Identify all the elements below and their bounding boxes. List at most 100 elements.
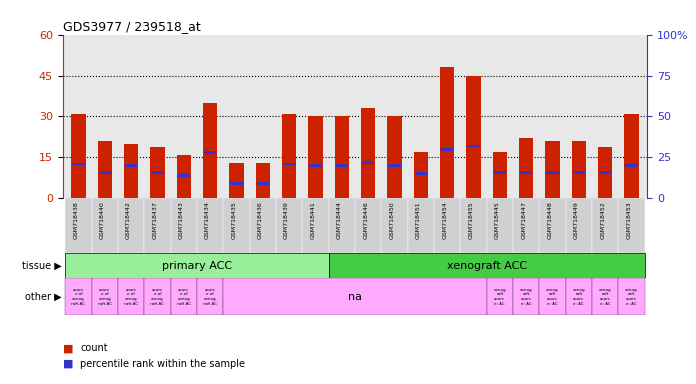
Bar: [124, 144, 139, 199]
Text: primary ACC: primary ACC: [162, 261, 232, 271]
Bar: [520, 171, 532, 174]
Bar: [255, 163, 270, 199]
Bar: [99, 171, 111, 174]
Bar: [434, 199, 460, 253]
Bar: [125, 164, 137, 167]
Bar: [415, 172, 427, 175]
Text: GSM718437: GSM718437: [152, 201, 157, 239]
Bar: [361, 108, 375, 199]
Text: ■: ■: [63, 359, 73, 369]
Text: sourc
e of
xenog
raft AC: sourc e of xenog raft AC: [97, 288, 112, 306]
Text: tissue ▶: tissue ▶: [22, 261, 61, 271]
Bar: [618, 199, 644, 253]
Bar: [309, 164, 322, 167]
Bar: [513, 278, 539, 315]
Text: xenog
raft
sourc
e: AC: xenog raft sourc e: AC: [520, 288, 532, 306]
Bar: [487, 199, 513, 253]
Bar: [413, 152, 428, 199]
Bar: [71, 114, 86, 199]
Bar: [599, 171, 611, 174]
Text: GSM718445: GSM718445: [495, 201, 500, 239]
Text: count: count: [80, 343, 108, 353]
Bar: [598, 147, 612, 199]
Bar: [171, 278, 197, 315]
Text: xenog
raft
sourc
e: AC: xenog raft sourc e: AC: [493, 288, 506, 306]
Text: GSM718451: GSM718451: [416, 201, 421, 239]
Bar: [573, 171, 585, 174]
Text: GSM718453: GSM718453: [626, 201, 631, 239]
Text: GSM718442: GSM718442: [126, 201, 131, 239]
Text: sourc
e of
xenog
raft AC: sourc e of xenog raft AC: [203, 288, 217, 306]
Bar: [408, 199, 434, 253]
Bar: [65, 253, 329, 278]
Text: xenograft ACC: xenograft ACC: [447, 261, 527, 271]
Bar: [92, 199, 118, 253]
Bar: [493, 152, 507, 199]
Text: na: na: [348, 292, 362, 302]
Bar: [197, 278, 223, 315]
Bar: [203, 103, 217, 199]
Text: xenog
raft
sourc
e: AC: xenog raft sourc e: AC: [625, 288, 638, 306]
Bar: [223, 278, 487, 315]
Text: GSM718455: GSM718455: [468, 201, 473, 239]
Bar: [362, 161, 374, 164]
Text: xenog
raft
sourc
e: AC: xenog raft sourc e: AC: [599, 288, 612, 306]
Bar: [624, 114, 639, 199]
Text: sourc
e of
xenog
raft AC: sourc e of xenog raft AC: [124, 288, 139, 306]
Bar: [229, 163, 244, 199]
Bar: [625, 164, 638, 167]
Bar: [65, 199, 92, 253]
Bar: [97, 141, 112, 199]
Text: sourc
e of
xenog
raft AC: sourc e of xenog raft AC: [72, 288, 86, 306]
Text: GSM718440: GSM718440: [100, 201, 105, 239]
Text: GSM718435: GSM718435: [232, 201, 237, 239]
Text: xenog
raft
sourc
e: AC: xenog raft sourc e: AC: [573, 288, 585, 306]
Bar: [223, 199, 250, 253]
Bar: [388, 164, 401, 167]
Bar: [329, 199, 355, 253]
Bar: [467, 145, 480, 147]
Bar: [466, 76, 481, 199]
Bar: [487, 278, 513, 315]
Bar: [460, 199, 487, 253]
Text: GSM718452: GSM718452: [600, 201, 605, 239]
Bar: [72, 162, 85, 166]
Bar: [335, 164, 348, 167]
Text: GSM718448: GSM718448: [548, 201, 553, 239]
Text: percentile rank within the sample: percentile rank within the sample: [80, 359, 245, 369]
Text: sourc
e of
xenog
raft AC: sourc e of xenog raft AC: [150, 288, 164, 306]
Bar: [592, 278, 618, 315]
Text: GSM718441: GSM718441: [310, 201, 315, 239]
Bar: [144, 199, 171, 253]
Text: GSM718454: GSM718454: [442, 201, 447, 239]
Bar: [566, 278, 592, 315]
Bar: [618, 278, 644, 315]
Bar: [177, 174, 190, 177]
Bar: [513, 199, 539, 253]
Text: other ▶: other ▶: [24, 292, 61, 302]
Text: GSM718446: GSM718446: [363, 201, 368, 239]
Text: GSM718450: GSM718450: [390, 201, 395, 239]
Bar: [571, 141, 586, 199]
Bar: [150, 147, 165, 199]
Text: GDS3977 / 239518_at: GDS3977 / 239518_at: [63, 20, 200, 33]
Bar: [493, 171, 506, 174]
Text: ■: ■: [63, 343, 73, 353]
Bar: [302, 199, 329, 253]
Bar: [329, 253, 644, 278]
Text: GSM718436: GSM718436: [258, 201, 263, 239]
Bar: [230, 182, 243, 185]
Text: GSM718443: GSM718443: [179, 201, 184, 239]
Bar: [519, 138, 533, 199]
Bar: [92, 278, 118, 315]
Bar: [381, 199, 408, 253]
Bar: [151, 171, 164, 174]
Bar: [283, 162, 295, 166]
Bar: [308, 116, 323, 199]
Bar: [539, 278, 566, 315]
Bar: [282, 114, 296, 199]
Bar: [65, 278, 92, 315]
Bar: [355, 199, 381, 253]
Bar: [539, 199, 566, 253]
Text: sourc
e of
xenog
raft AC: sourc e of xenog raft AC: [177, 288, 191, 306]
